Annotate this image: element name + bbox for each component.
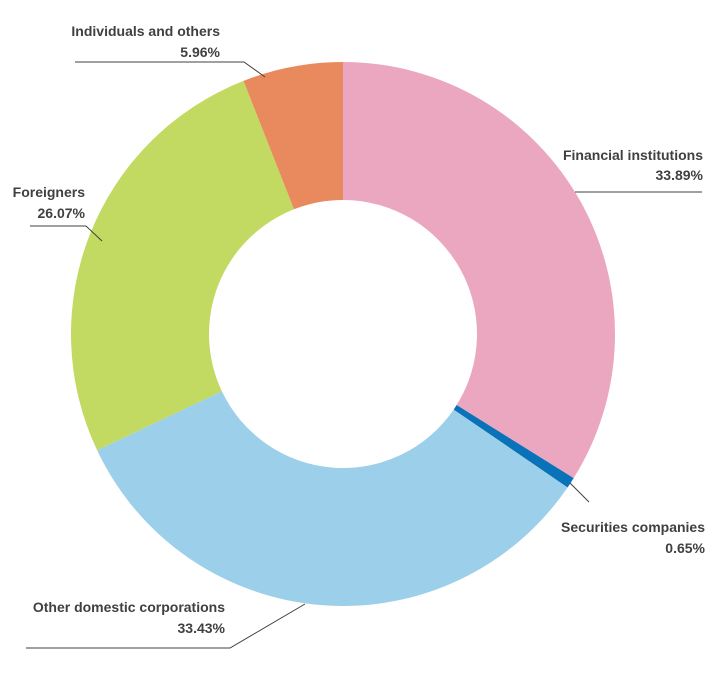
leader-line-securities-companies xyxy=(569,482,590,503)
labels-layer: Financial institutions 33.89% Securities c… xyxy=(13,23,706,636)
leader-line-other-domestic-corporations xyxy=(26,603,306,649)
label-name-individuals-and-others: Individuals and others xyxy=(71,23,220,39)
label-name-other-domestic-corporations: Other domestic corporations xyxy=(33,599,225,615)
label-value-individuals-and-others: 5.96% xyxy=(180,44,220,60)
slice-securities-companies xyxy=(453,405,574,488)
leader-line-foreigners xyxy=(30,225,103,242)
label-name-foreigners: Foreigners xyxy=(13,184,86,200)
leaders-layer xyxy=(26,61,702,649)
slice-other-domestic-corporations xyxy=(97,391,568,606)
slice-financial-institutions xyxy=(343,62,615,479)
leader-line-individuals-and-others xyxy=(75,61,266,78)
label-value-foreigners: 26.07% xyxy=(38,205,86,221)
slice-individuals-and-others xyxy=(243,62,343,210)
slice-foreigners xyxy=(71,80,294,451)
label-name-financial-institutions: Financial institutions xyxy=(563,147,703,163)
label-value-securities-companies: 0.65% xyxy=(665,540,705,556)
label-value-financial-institutions: 33.89% xyxy=(656,167,704,183)
slices-layer xyxy=(71,62,615,606)
label-value-other-domestic-corporations: 33.43% xyxy=(178,620,226,636)
label-name-securities-companies: Securities companies xyxy=(561,519,705,535)
